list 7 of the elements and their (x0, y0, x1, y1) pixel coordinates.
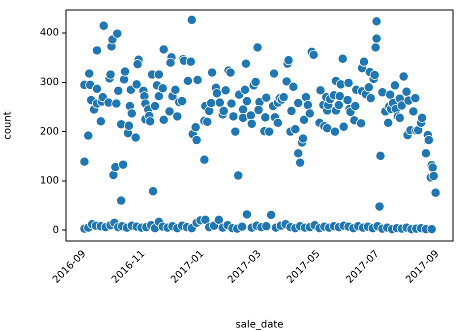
y-tick-label: 0 (52, 224, 59, 236)
y-tick-label: 300 (40, 76, 59, 88)
y-tick-label: 400 (40, 28, 59, 39)
y-tick-label: 100 (40, 176, 59, 187)
x-axis-title: sale_date (236, 320, 284, 331)
y-tick-label: 200 (40, 126, 59, 138)
y-axis-title: count (2, 111, 14, 140)
